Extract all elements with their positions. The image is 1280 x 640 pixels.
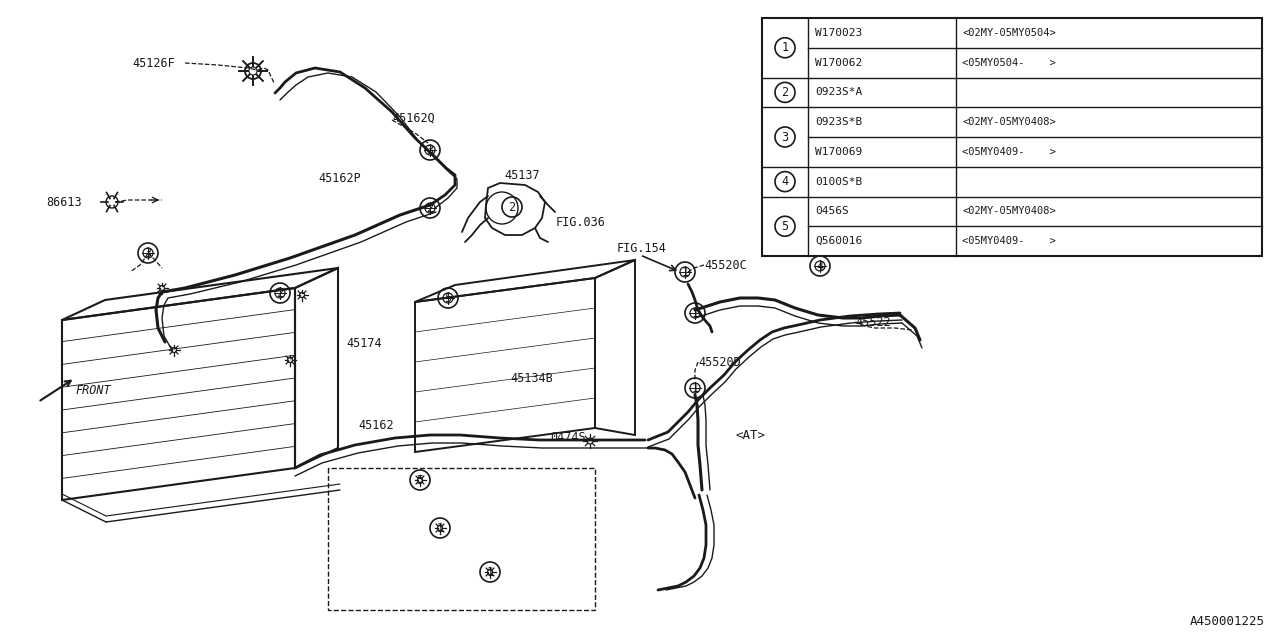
Text: 1: 1 [781,41,788,54]
Text: 45520D: 45520D [698,355,741,369]
Text: 0923S*A: 0923S*A [815,88,863,97]
Text: 5: 5 [781,220,788,233]
Bar [762,18,1262,256]
Text: 0456S: 0456S [815,206,849,216]
Text: 45126F: 45126F [132,56,175,70]
Text: 86613: 86613 [46,195,82,209]
Text: <05MY0504-    >: <05MY0504- > [963,58,1056,68]
Text: 0923S*B: 0923S*B [815,117,863,127]
Text: W170062: W170062 [815,58,863,68]
Text: 4: 4 [781,175,788,188]
Text: FIG.154: FIG.154 [617,241,667,255]
Text: 45162Q: 45162Q [392,111,435,125]
Text: 2: 2 [781,86,788,99]
Text: 3: 3 [426,143,434,157]
Text: W170023: W170023 [815,28,863,38]
Text: 5: 5 [444,291,452,305]
Text: FIG.036: FIG.036 [556,216,605,228]
Text: <02MY-05MY0408>: <02MY-05MY0408> [963,206,1056,216]
Text: A450001225: A450001225 [1190,615,1265,628]
Text: 45134B: 45134B [509,371,553,385]
Text: 1: 1 [486,566,494,579]
Text: <02MY-05MY0504>: <02MY-05MY0504> [963,28,1056,38]
Text: 45174: 45174 [346,337,381,349]
Text: W170069: W170069 [815,147,863,157]
Text: 45137: 45137 [504,168,540,182]
Text: 45162P: 45162P [317,172,361,184]
Text: 0474S: 0474S [550,431,586,444]
Text: 1: 1 [691,381,699,394]
Text: 45520C: 45520C [704,259,746,271]
Text: <05MY0409-    >: <05MY0409- > [963,236,1056,246]
Text: 4: 4 [817,259,823,273]
Text: 1: 1 [436,522,444,534]
Text: 5: 5 [416,474,424,486]
Text: <05MY0409-    >: <05MY0409- > [963,147,1056,157]
Text: FRONT: FRONT [76,383,110,397]
Text: 1: 1 [691,307,699,319]
Text: 0100S*B: 0100S*B [815,177,863,187]
Text: 2: 2 [276,287,284,300]
Text: 2: 2 [508,200,516,214]
Text: Q560016: Q560016 [815,236,863,246]
Text: <02MY-05MY0408>: <02MY-05MY0408> [963,117,1056,127]
Text: 2: 2 [426,202,434,214]
Text: 3: 3 [145,246,151,259]
Text: 45522: 45522 [855,316,891,328]
Text: 1: 1 [681,266,689,278]
Text: 3: 3 [781,131,788,143]
Text: 45162: 45162 [358,419,394,431]
Text: <AT>: <AT> [735,429,765,442]
